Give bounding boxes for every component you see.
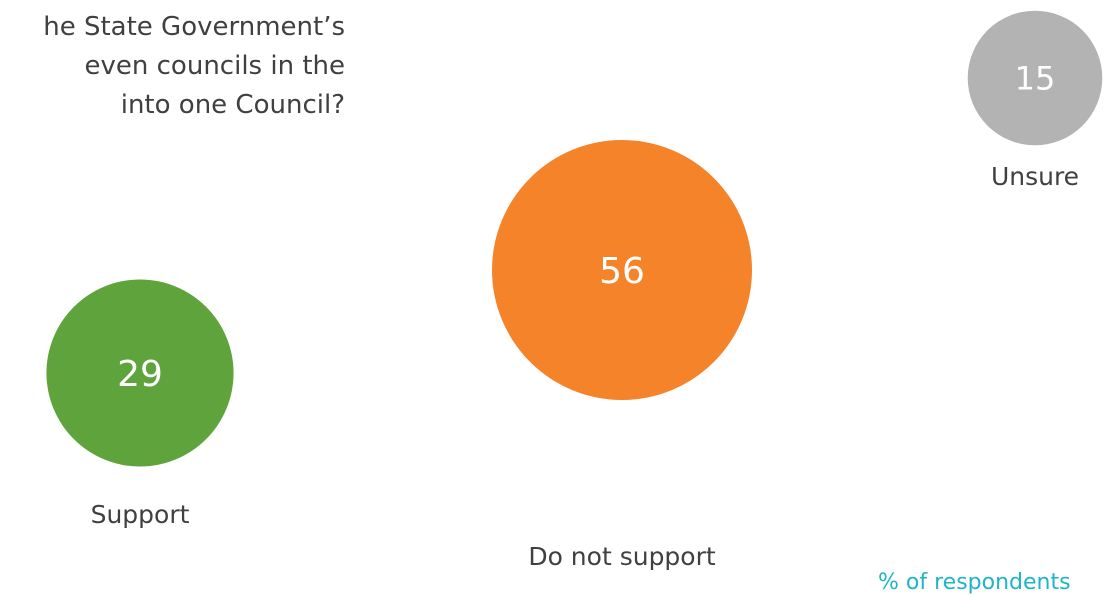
survey-question: he State Government’s even councils in t…: [0, 8, 345, 125]
question-line-1: he State Government’s: [43, 12, 345, 42]
bubble-support: [46, 279, 234, 467]
question-line-3: into one Council?: [120, 90, 345, 120]
category-label-support: Support: [91, 500, 190, 529]
question-line-2: even councils in the: [84, 51, 345, 81]
bubble-unsure: [967, 10, 1103, 146]
footnote-label: % of respondents: [878, 570, 1071, 595]
bubble-do-not-support: [492, 140, 752, 400]
value-label-support: 29: [117, 354, 163, 395]
category-label-do-not-support: Do not support: [528, 542, 716, 571]
value-label-unsure: 15: [1015, 60, 1056, 98]
category-label-unsure: Unsure: [991, 162, 1079, 191]
value-label-do-not-support: 56: [599, 251, 645, 292]
